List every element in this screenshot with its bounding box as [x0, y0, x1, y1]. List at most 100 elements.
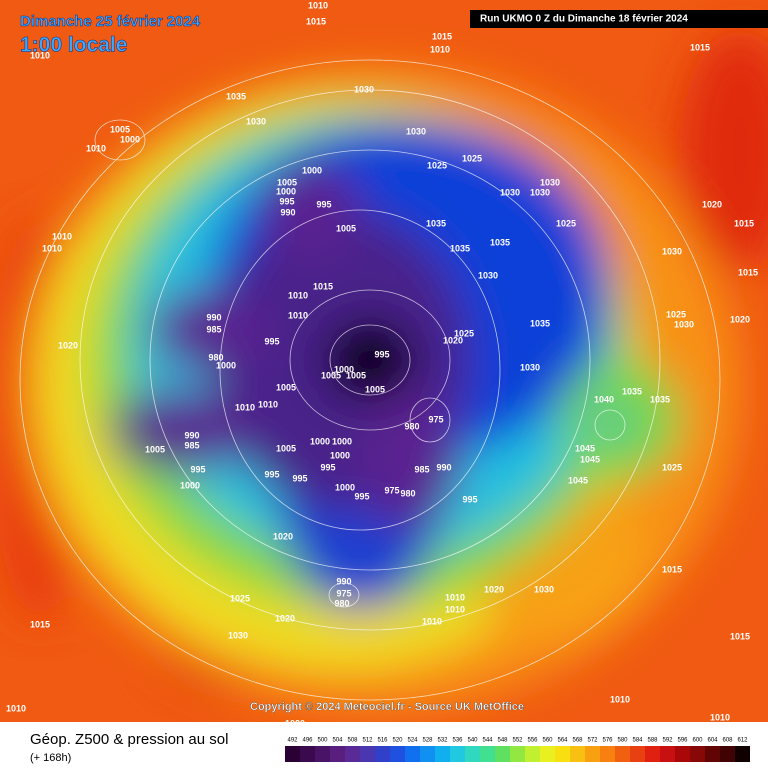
scale-label: 512 [362, 738, 373, 744]
isobar-label: 1025 [427, 160, 447, 170]
isobar-label: 995 [462, 494, 477, 504]
scale-swatch [435, 746, 450, 762]
scale-swatch [600, 746, 615, 762]
isobar-label: 1010 [445, 592, 465, 602]
scale-label: 560 [542, 738, 553, 744]
isobar-label: 1030 [500, 187, 520, 197]
scale-swatch [300, 746, 315, 762]
isobar-label: 985 [414, 464, 429, 474]
scale-swatch [720, 746, 735, 762]
isobar-label: 1000 [276, 186, 296, 196]
isobar-label: 1020 [275, 613, 295, 623]
copyright: Copyright © 2024 Meteociel.fr - Source U… [250, 701, 524, 713]
scale-label: 604 [707, 738, 718, 744]
isobar-label: 1025 [666, 309, 686, 319]
scale-swatch [450, 746, 465, 762]
isobar-label: 1010 [6, 703, 26, 713]
scale-label: 540 [467, 738, 478, 744]
isobar-label: 1020 [484, 584, 504, 594]
isobar-label: 995 [264, 469, 279, 479]
color-scale: 492 496 500 504 508 512 516 520 524 528 532 536 540 5… [285, 738, 750, 762]
scale-swatch [285, 746, 300, 762]
isobar-label: 1010 [288, 290, 308, 300]
isobar-label: 995 [292, 473, 307, 483]
scale-label: 536 [452, 738, 463, 744]
isobar-label: 1000 [332, 436, 352, 446]
scale-label: 568 [572, 738, 583, 744]
isobar-label: 1000 [335, 482, 355, 492]
isobar-label: 985 [206, 324, 221, 334]
scale-label: 504 [332, 738, 343, 744]
scale-swatch [615, 746, 630, 762]
isobar-label: 1015 [734, 218, 754, 228]
scale-label: 596 [677, 738, 688, 744]
scale-swatch [420, 746, 435, 762]
isobar-label: 1020 [443, 335, 463, 345]
scale-swatch [330, 746, 345, 762]
scale-swatch [480, 746, 495, 762]
scale-label: 608 [722, 738, 733, 744]
isobar-label: 995 [374, 349, 389, 359]
scale-swatch [690, 746, 705, 762]
isobar-label: 1030 [534, 584, 554, 594]
scale-swatch [315, 746, 330, 762]
scale-swatch [630, 746, 645, 762]
isobar-label: 1010 [610, 694, 630, 704]
time: 1:00 locale [20, 34, 127, 57]
isobar-label: 1045 [575, 443, 595, 453]
isobar-label: 1015 [313, 281, 333, 291]
isobar-label: 1010 [52, 231, 72, 241]
isobar-label: 1020 [58, 340, 78, 350]
isobar-label: 1000 [216, 360, 236, 370]
isobar-label: 990 [206, 312, 221, 322]
isobar-label: 1030 [662, 246, 682, 256]
isobar-label: 1030 [354, 84, 374, 94]
isobar-label: 1005 [321, 370, 341, 380]
scale-label: 500 [317, 738, 328, 744]
isobar-label: 1015 [432, 31, 452, 41]
isobar-label: 1035 [650, 394, 670, 404]
scale-swatch [360, 746, 375, 762]
scale-swatch [645, 746, 660, 762]
scale-label: 520 [392, 738, 403, 744]
isobar-label: 1030 [530, 187, 550, 197]
isobar-label: 980 [334, 598, 349, 608]
scale-label: 552 [512, 738, 523, 744]
scale-swatch [390, 746, 405, 762]
geopotential-shading [0, 30, 768, 710]
isobar-label: 975 [384, 485, 399, 495]
scale-swatch [345, 746, 360, 762]
isobar-label: 1015 [306, 16, 326, 26]
scale-label: 580 [617, 738, 628, 744]
isobar-label: 1015 [30, 619, 50, 629]
isobar-label: 1020 [273, 531, 293, 541]
scale-swatch [375, 746, 390, 762]
isobar-label: 980 [400, 488, 415, 498]
isobar-label: 1015 [690, 42, 710, 52]
isobar-label: 985 [184, 440, 199, 450]
scale-label: 548 [497, 738, 508, 744]
isobar-label: 1005 [110, 124, 130, 134]
contours [19, 59, 721, 701]
isobar-label: 1000 [120, 134, 140, 144]
scale-swatch [675, 746, 690, 762]
scale-label: 556 [527, 738, 538, 744]
isobar-label: 1005 [336, 223, 356, 233]
scale-swatch [510, 746, 525, 762]
isobar-label: 1010 [235, 402, 255, 412]
isobar-label: 1010 [710, 712, 730, 722]
isobar-label: 1025 [662, 462, 682, 472]
scale-swatch [660, 746, 675, 762]
scale-label: 516 [377, 738, 388, 744]
isobar-label: 990 [280, 207, 295, 217]
isobar-label: 1005 [346, 370, 366, 380]
isobar-label: 1030 [246, 116, 266, 126]
isobar-label: 980 [404, 421, 419, 431]
isobar-label: 1000 [334, 364, 354, 374]
scale-swatch [585, 746, 600, 762]
isobar-label: 1000 [180, 480, 200, 490]
isobar-label: 1000 [310, 436, 330, 446]
isobar-label: 1010 [422, 616, 442, 626]
isobar-label: 1045 [580, 454, 600, 464]
